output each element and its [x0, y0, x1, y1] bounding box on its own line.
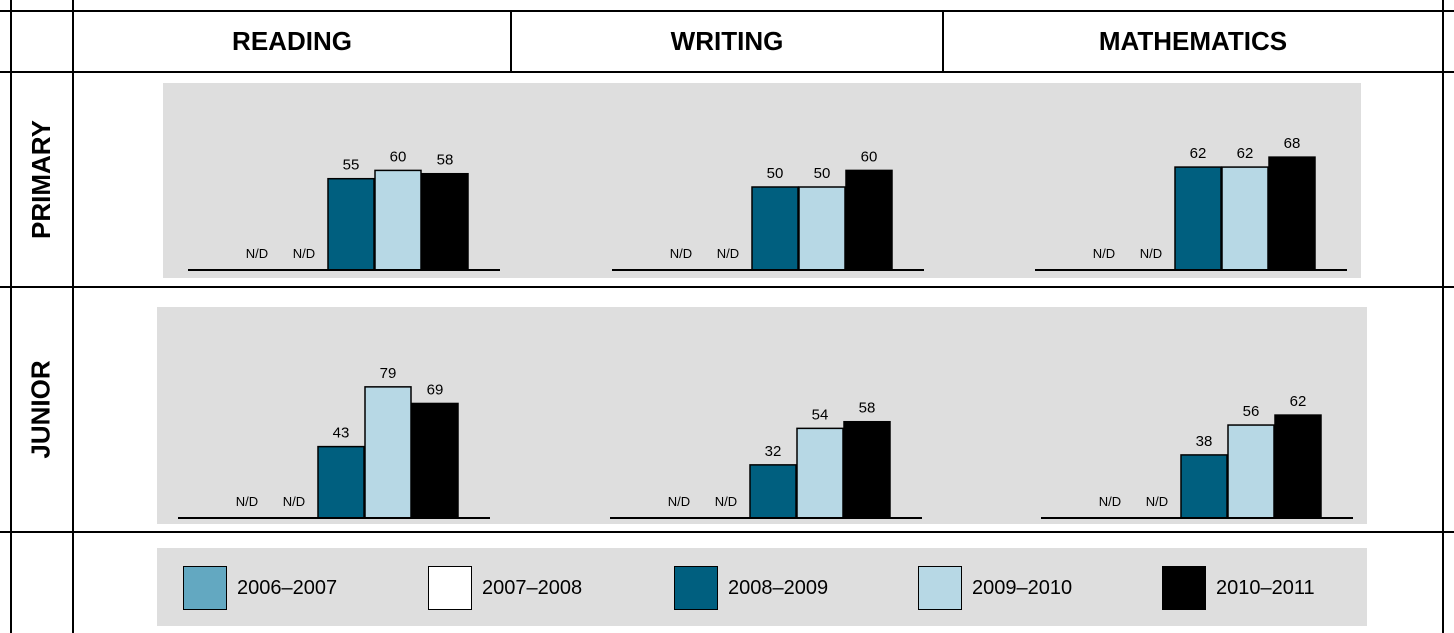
- junior-reading-bar-3: [364, 386, 412, 519]
- primary-writing-bar-2: [751, 186, 799, 271]
- junior-mathematics-nd-label-0: N/D: [1099, 494, 1121, 509]
- primary-writing-bar-3: [798, 186, 846, 271]
- legend-label-2008-2009: 2008–2009: [728, 576, 829, 599]
- chart-primary-writing: N/D N/D 50 50 60: [612, 148, 924, 271]
- legend-swatch-2006-2007: [183, 566, 227, 610]
- junior-mathematics-bar-4: [1274, 414, 1322, 519]
- legend-swatch-2010-2011: [1162, 566, 1206, 610]
- chart-primary-reading: N/D N/D 55 60 58: [188, 148, 500, 271]
- junior-mathematics-value-label-2: 38: [1196, 433, 1213, 450]
- junior-mathematics-value-label-3: 56: [1243, 403, 1260, 420]
- row-header-junior-label: JUNIOR: [25, 360, 56, 459]
- column-header-reading: READING: [232, 25, 352, 56]
- legend-item-2010-2011: 2010–2011: [1162, 566, 1315, 610]
- row-header-primary: PRIMARY: [10, 73, 72, 286]
- junior-writing-value-label-2: 32: [765, 443, 782, 460]
- chart-primary-mathematics: N/D N/D 62 62 68: [1035, 135, 1347, 271]
- primary-mathematics-value-label-2: 62: [1190, 145, 1207, 162]
- legend-label-2007-2008: 2007–2008: [482, 576, 583, 599]
- junior-row-divider: [0, 531, 1454, 533]
- junior-writing-bar-4: [843, 420, 891, 519]
- primary-mathematics-bar-3: [1221, 166, 1269, 271]
- junior-mathematics-nd-label-1: N/D: [1146, 494, 1168, 509]
- primary-reading-value-label-2: 55: [343, 157, 360, 174]
- table-border-top: [0, 10, 1454, 12]
- row-header-primary-label: PRIMARY: [25, 120, 56, 239]
- legend-item-2009-2010: 2009–2010: [918, 566, 1072, 610]
- junior-reading-bar-2: [317, 445, 365, 519]
- junior-mathematics-bar-3: [1227, 424, 1275, 519]
- primary-reading-bar-4: [421, 172, 469, 271]
- junior-writing-nd-label-0: N/D: [668, 494, 690, 509]
- junior-writing-bar-2: [749, 464, 797, 519]
- legend: 2006–2007 2007–2008 2008–2009 2009–2010 …: [157, 548, 1367, 626]
- junior-writing-value-label-4: 58: [859, 400, 876, 417]
- primary-mathematics-nd-label-0: N/D: [1093, 246, 1115, 261]
- legend-label-2009-2010: 2009–2010: [972, 576, 1073, 599]
- legend-swatch-2008-2009: [674, 566, 718, 610]
- primary-writing-value-label-4: 60: [861, 148, 878, 165]
- primary-reading-nd-label-1: N/D: [293, 246, 315, 261]
- legend-label-2010-2011: 2010–2011: [1216, 576, 1315, 599]
- primary-writing-bar-4: [845, 169, 893, 271]
- junior-mathematics-value-label-4: 62: [1290, 393, 1307, 410]
- table-border-left: [10, 0, 12, 633]
- junior-writing-nd-label-1: N/D: [715, 494, 737, 509]
- junior-reading-value-label-3: 79: [380, 365, 397, 382]
- column-header-mathematics: MATHEMATICS: [1098, 25, 1288, 56]
- primary-reading-value-label-4: 58: [437, 152, 454, 169]
- primary-writing-nd-label-1: N/D: [717, 246, 739, 261]
- legend-item-2006-2007: 2006–2007: [183, 566, 337, 610]
- reading-writing-divider: [510, 10, 512, 72]
- legend-label-2006-2007: 2006–2007: [237, 576, 338, 599]
- column-header-writing: WRITING: [670, 25, 784, 56]
- primary-writing-value-label-3: 50: [814, 165, 831, 182]
- primary-reading-bar-3: [374, 169, 422, 271]
- junior-reading-bar-4: [411, 402, 459, 519]
- primary-writing-value-label-2: 50: [767, 165, 784, 182]
- primary-reading-value-label-3: 60: [390, 148, 407, 165]
- junior-reading-nd-label-0: N/D: [236, 494, 258, 509]
- primary-mathematics-bar-4: [1268, 156, 1316, 271]
- legend-item-2007-2008: 2007–2008: [428, 566, 582, 610]
- primary-row-divider: [0, 286, 1454, 288]
- chart-junior-mathematics: N/D N/D 38 56 62: [1041, 393, 1353, 519]
- junior-writing-bar-3: [796, 427, 844, 519]
- table-border-right: [1442, 0, 1444, 633]
- primary-mathematics-value-label-3: 62: [1237, 145, 1254, 162]
- primary-mathematics-bar-2: [1174, 166, 1222, 271]
- primary-mathematics-value-label-4: 68: [1284, 135, 1301, 152]
- junior-reading-nd-label-1: N/D: [283, 494, 305, 509]
- legend-swatch-2009-2010: [918, 566, 962, 610]
- chart-junior-writing: N/D N/D 32 54 58: [610, 400, 922, 519]
- junior-reading-value-label-4: 69: [427, 381, 444, 398]
- writing-math-divider: [942, 10, 944, 72]
- legend-item-2008-2009: 2008–2009: [674, 566, 828, 610]
- header-row-divider: [0, 71, 1454, 73]
- primary-mathematics-nd-label-1: N/D: [1140, 246, 1162, 261]
- junior-reading-value-label-2: 43: [333, 425, 350, 442]
- junior-writing-value-label-3: 54: [812, 406, 829, 423]
- primary-reading-bar-2: [327, 177, 375, 271]
- junior-mathematics-bar-2: [1180, 454, 1228, 519]
- row-label-divider: [72, 0, 74, 633]
- legend-swatch-2007-2008: [428, 566, 472, 610]
- chart-junior-reading: N/D N/D 43 79 69: [178, 365, 490, 519]
- primary-writing-nd-label-0: N/D: [670, 246, 692, 261]
- row-header-junior: JUNIOR: [10, 288, 72, 531]
- primary-reading-nd-label-0: N/D: [246, 246, 268, 261]
